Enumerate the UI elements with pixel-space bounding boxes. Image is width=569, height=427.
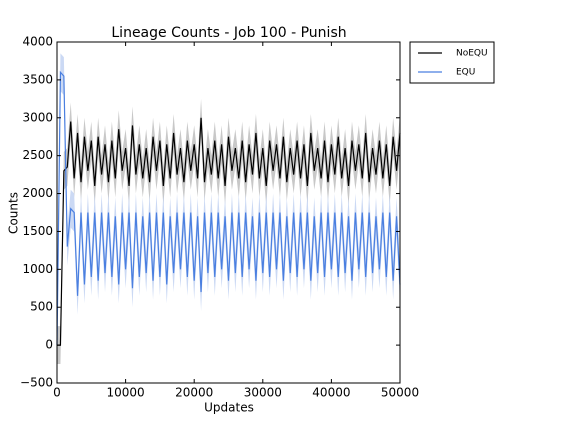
y-tick-label: 3000 bbox=[22, 110, 53, 124]
line bbox=[57, 117, 401, 346]
y-tick-label: 2000 bbox=[22, 186, 53, 200]
y-tick-label: 3500 bbox=[22, 72, 53, 86]
x-tick-label: 30000 bbox=[244, 386, 282, 400]
error-band bbox=[57, 53, 400, 365]
x-tick-label: 20000 bbox=[175, 386, 213, 400]
x-tick-label: 40000 bbox=[312, 386, 350, 400]
y-tick-label: 1000 bbox=[22, 262, 53, 276]
legend-label: EQU bbox=[456, 68, 475, 78]
legend-box bbox=[409, 41, 495, 84]
plot-frame bbox=[56, 41, 401, 384]
y-tick-label: 500 bbox=[30, 300, 53, 314]
x-tick-label: 0 bbox=[53, 386, 61, 400]
legend-label: NoEQU bbox=[456, 49, 488, 59]
y-tick-label: 2500 bbox=[22, 148, 53, 162]
y-tick-label: 4000 bbox=[22, 35, 53, 49]
line bbox=[56, 70, 401, 346]
y-tick-label: 0 bbox=[45, 338, 53, 352]
y-tick-label: 1500 bbox=[22, 224, 53, 238]
chart-title: Lineage Counts - Job 100 - Punish bbox=[111, 25, 346, 41]
y-axis-label: Counts bbox=[7, 192, 21, 234]
x-tick-label: 10000 bbox=[107, 386, 145, 400]
x-axis-label: Updates bbox=[204, 401, 254, 415]
y-tick-label: −500 bbox=[20, 376, 53, 390]
x-tick-label: 50000 bbox=[381, 386, 419, 400]
